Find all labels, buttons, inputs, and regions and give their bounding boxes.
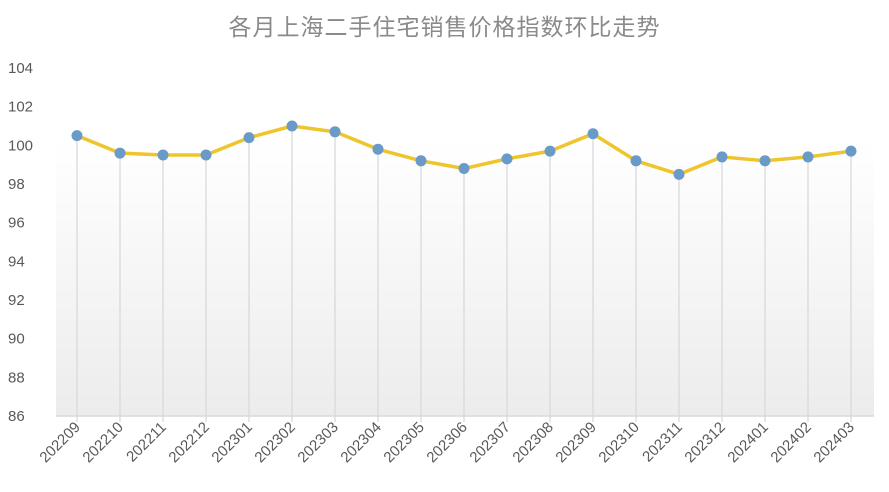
x-tick-label: 202312 (681, 419, 728, 466)
x-tick-label: 202309 (552, 419, 599, 466)
data-point (501, 153, 513, 165)
y-tick-label: 86 (8, 408, 25, 425)
x-axis: 2022092022102022112022122023012023022023… (36, 419, 857, 466)
y-tick-label: 90 (8, 331, 25, 348)
data-point (716, 151, 728, 163)
x-tick-label: 202301 (208, 419, 255, 466)
drop-lines (76, 126, 852, 422)
data-point (329, 126, 341, 138)
y-tick-label: 100 (8, 137, 33, 154)
y-tick-label: 102 (8, 99, 33, 116)
data-point (114, 147, 126, 159)
x-tick-label: 202211 (123, 419, 170, 466)
y-tick-label: 92 (8, 292, 25, 309)
x-tick-label: 202305 (380, 419, 427, 466)
x-tick-label: 202307 (466, 419, 513, 466)
y-tick-label: 104 (8, 60, 33, 77)
data-point (415, 155, 427, 167)
x-tick-label: 202209 (36, 419, 83, 466)
plot-area-background (56, 140, 874, 416)
data-point (200, 149, 212, 161)
data-point (587, 128, 599, 140)
x-tick-label: 202402 (767, 419, 814, 466)
y-tick-label: 96 (8, 215, 25, 232)
data-point (544, 145, 556, 157)
x-tick-label: 202304 (337, 419, 384, 466)
data-point (630, 155, 642, 167)
x-tick-label: 202212 (165, 419, 212, 466)
x-tick-label: 202210 (79, 419, 126, 466)
x-tick-label: 202308 (509, 419, 556, 466)
data-point (372, 143, 384, 155)
x-tick-label: 202302 (251, 419, 298, 466)
data-point (458, 163, 470, 175)
data-point (157, 149, 169, 161)
series-group (71, 120, 857, 180)
x-tick-label: 202311 (639, 419, 686, 466)
data-point (286, 120, 298, 132)
x-tick-label: 202303 (294, 419, 341, 466)
y-axis: 86 88 90 92 94 96 98 100 102 104 (8, 60, 33, 425)
data-point (802, 151, 814, 163)
chart-title: 各月上海二手住宅销售价格指数环比走势 (228, 15, 661, 41)
x-tick-label: 202306 (423, 419, 470, 466)
x-tick-label: 202401 (724, 419, 771, 466)
data-point (845, 145, 857, 157)
data-point (673, 168, 685, 180)
y-tick-label: 94 (8, 253, 25, 270)
x-tick-label: 202403 (810, 419, 857, 466)
data-point (243, 132, 255, 144)
y-tick-label: 98 (8, 176, 25, 193)
x-tick-label: 202310 (595, 419, 642, 466)
data-point (71, 130, 83, 142)
data-point (759, 155, 771, 167)
y-tick-label: 88 (8, 369, 25, 386)
